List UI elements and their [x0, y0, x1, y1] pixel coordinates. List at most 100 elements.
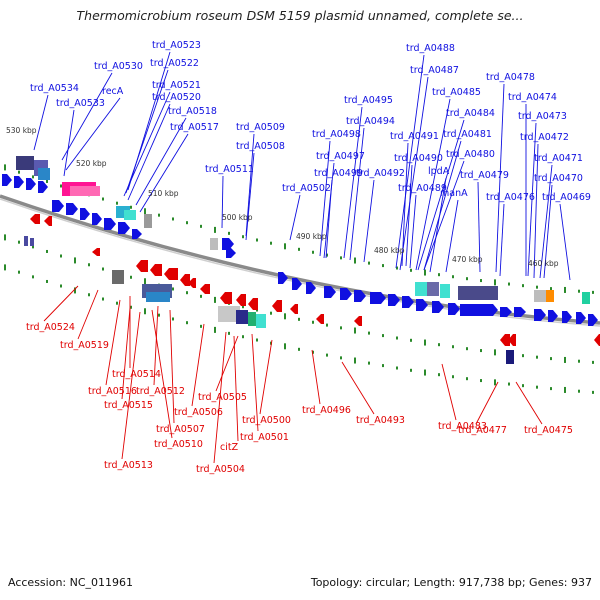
reverse-gene-label[interactable]: trd_A0524: [26, 322, 75, 333]
reverse-gene-label[interactable]: trd_A0477: [458, 425, 507, 436]
reverse-gene-label[interactable]: citZ: [220, 442, 239, 453]
tick-mark: [550, 287, 552, 291]
forward-gene-label[interactable]: trd_A0473: [518, 111, 567, 122]
tick-mark: [592, 290, 594, 294]
tick-mark: [354, 327, 356, 334]
reverse-gene-label[interactable]: trd_A0507: [156, 424, 205, 435]
reverse-leader-line: [475, 381, 499, 425]
forward-gene-label[interactable]: trd_A0521: [152, 80, 201, 91]
reverse-gene-arrow: [272, 300, 282, 312]
topology-summary: Topology: circular; Length: 917,738 bp; …: [310, 576, 592, 589]
forward-gene-label[interactable]: trd_A0480: [446, 149, 495, 160]
feature-block: [24, 236, 28, 246]
forward-gene-label[interactable]: trd_A0481: [443, 129, 492, 140]
forward-gene-arrow: [306, 282, 316, 294]
tick-mark: [298, 247, 300, 251]
forward-gene-label[interactable]: trd_A0471: [534, 153, 583, 164]
reverse-gene-arrow: [180, 274, 190, 286]
reverse-gene-label[interactable]: trd_A0493: [356, 415, 405, 426]
reverse-gene-label[interactable]: trd_A0515: [104, 400, 153, 411]
forward-gene-label[interactable]: trd_A0508: [236, 141, 285, 152]
forward-gene-label[interactable]: manA: [440, 188, 468, 199]
reverse-gene-arrow: [200, 284, 210, 294]
forward-gene-label[interactable]: trd_A0499: [314, 168, 363, 179]
reverse-gene-label[interactable]: trd_A0504: [196, 464, 245, 475]
forward-gene-label[interactable]: trd_A0517: [170, 122, 219, 133]
forward-gene-label[interactable]: trd_A0469: [542, 192, 591, 203]
forward-gene-label[interactable]: lpdA: [428, 166, 450, 177]
forward-gene-label[interactable]: trd_A0470: [534, 173, 583, 184]
feature-block: [415, 282, 427, 296]
forward-gene-arrow: [52, 200, 64, 212]
forward-gene-label[interactable]: trd_A0476: [486, 192, 535, 203]
forward-gene-label[interactable]: trd_A0509: [236, 122, 285, 133]
forward-leader-line: [135, 117, 187, 206]
reverse-gene-label[interactable]: trd_A0519: [60, 340, 109, 351]
forward-gene-label[interactable]: trd_A0533: [56, 98, 105, 109]
reverse-gene-label[interactable]: trd_A0496: [302, 405, 351, 416]
reverse-gene-label[interactable]: trd_A0501: [240, 432, 289, 443]
tick-mark: [452, 345, 454, 349]
reverse-gene-label[interactable]: trd_A0500: [242, 415, 291, 426]
forward-gene-label[interactable]: trd_A0511: [205, 164, 254, 175]
forward-gene-label[interactable]: trd_A0472: [520, 132, 569, 143]
forward-gene-label[interactable]: trd_A0484: [446, 108, 495, 119]
forward-gene-label[interactable]: trd_A0497: [316, 151, 365, 162]
reverse-gene-label[interactable]: trd_A0505: [198, 392, 247, 403]
reverse-gene-label[interactable]: trd_A0506: [174, 407, 223, 418]
forward-leader-line: [221, 175, 224, 229]
forward-leader-line: [405, 164, 413, 267]
tick-mark: [466, 347, 468, 351]
forward-gene-label[interactable]: trd_A0523: [152, 40, 201, 51]
forward-gene-label[interactable]: trd_A0534: [30, 83, 79, 94]
tick-mark: [508, 382, 510, 386]
forward-gene-label[interactable]: trd_A0520: [152, 92, 201, 103]
tick-mark: [424, 369, 426, 376]
forward-gene-arrow: [80, 208, 90, 220]
forward-gene-label[interactable]: trd_A0491: [390, 131, 439, 142]
forward-gene-label[interactable]: trd_A0518: [168, 106, 217, 117]
forward-gene-label[interactable]: trd_A0489: [398, 183, 447, 194]
tick-mark: [200, 294, 202, 298]
reverse-gene-label[interactable]: trd_A0516: [88, 386, 137, 397]
reverse-gene-label[interactable]: trd_A0510: [154, 439, 203, 450]
forward-gene-arrow: [132, 229, 142, 239]
forward-gene-label[interactable]: trd_A0494: [346, 116, 395, 127]
reverse-gene-label[interactable]: trd_A0483: [438, 421, 487, 432]
reverse-gene-label[interactable]: trd_A0513: [104, 460, 153, 471]
tick-mark: [578, 359, 580, 363]
forward-gene-label[interactable]: trd_A0474: [508, 92, 557, 103]
forward-gene-label[interactable]: trd_A0522: [150, 58, 199, 69]
forward-gene-label[interactable]: trd_A0478: [486, 72, 535, 83]
reverse-gene-label[interactable]: trd_A0512: [136, 386, 185, 397]
forward-gene-label[interactable]: trd_A0502: [282, 183, 331, 194]
backbone-arc-shadow: [0, 198, 600, 327]
forward-gene-label[interactable]: trd_A0492: [356, 168, 405, 179]
tick-mark: [186, 221, 188, 225]
forward-leader-line: [363, 179, 375, 263]
forward-gene-label[interactable]: trd_A0485: [432, 87, 481, 98]
forward-leader-line: [319, 140, 331, 257]
tick-mark: [298, 347, 300, 351]
feature-block: [30, 238, 34, 246]
forward-gene-label[interactable]: trd_A0488: [406, 43, 455, 54]
forward-gene-label[interactable]: trd_A0487: [410, 65, 459, 76]
forward-gene-label[interactable]: trd_A0490: [394, 153, 443, 164]
tick-mark: [494, 379, 496, 386]
forward-gene-label[interactable]: trd_A0498: [312, 129, 361, 140]
forward-gene-label[interactable]: trd_A0479: [460, 170, 509, 181]
tick-mark: [536, 355, 538, 359]
reverse-gene-label[interactable]: trd_A0475: [524, 425, 573, 436]
forward-gene-label[interactable]: trd_A0530: [94, 61, 143, 72]
forward-gene-label[interactable]: recA: [102, 86, 124, 97]
reverse-gene-label[interactable]: trd_A0514: [112, 369, 161, 380]
tick-ring: [4, 164, 594, 394]
forward-leader-line: [543, 184, 553, 279]
tick-mark: [172, 217, 174, 221]
tick-mark: [74, 287, 76, 294]
feature-block: [70, 186, 100, 196]
forward-gene-label[interactable]: trd_A0495: [344, 95, 393, 106]
tick-mark: [270, 311, 272, 315]
forward-gene-arrow: [92, 213, 102, 225]
